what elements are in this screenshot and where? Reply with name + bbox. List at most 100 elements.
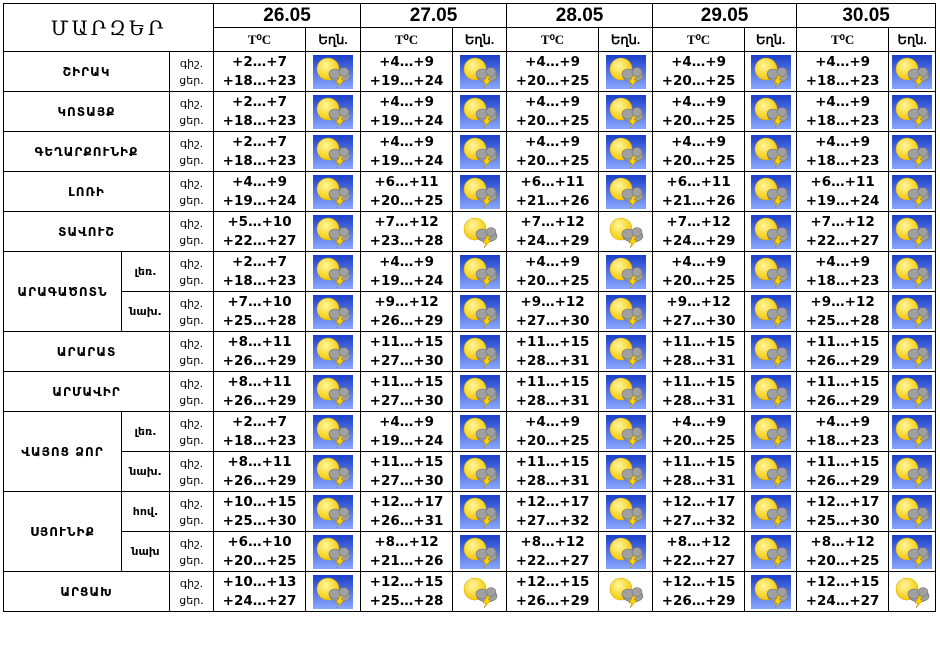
night-label: գիշ. xyxy=(179,56,204,70)
weather-icon-cell xyxy=(888,51,937,92)
night-temperature: +7…+12 xyxy=(374,213,439,230)
weather-icon-cell xyxy=(452,371,508,412)
temperature-cell: +2…+7 +18…+23 xyxy=(213,91,307,132)
weather-header: Եղն. xyxy=(598,27,654,52)
night-temperature: +2…+7 xyxy=(232,53,287,70)
night-temperature: +6…+11 xyxy=(666,173,731,190)
weather-icon-cell xyxy=(598,251,654,292)
temperature-cell: +8…+12 +21…+26 xyxy=(360,531,454,572)
night-temperature: +4…+9 xyxy=(379,133,434,150)
temperature-cell: +7…+12 +23…+28 xyxy=(360,211,454,252)
temperature-cell: +4…+9 +18…+23 xyxy=(796,51,890,92)
partly-cloudy-thunder-white-icon xyxy=(609,217,643,248)
day-night-label: գիշ. ցեր. xyxy=(168,451,215,492)
weather-icon-cell xyxy=(305,411,362,452)
night-temperature: +12…+15 xyxy=(515,573,590,590)
weather-icon-cell xyxy=(888,331,937,372)
table-row: ՍՅՈՒՆԻՔ հով. գիշ. ցեր. +10…+15 +25…+30 +12…+17… xyxy=(3,491,937,572)
thunderstorm-icon xyxy=(605,414,646,449)
day-temperature: +26…+29 xyxy=(369,312,444,329)
table-row: ՎԱՅՈՑ ՁՈՐ լեռ. գիշ. ցեր. +2…+7 +18…+23 +4…+9 +1… xyxy=(3,411,937,492)
night-temperature: +12…+15 xyxy=(369,573,444,590)
thunderstorm-icon xyxy=(605,294,646,329)
night-temperature: +4…+9 xyxy=(815,93,871,110)
temperature-cell: +8…+12 +22…+27 xyxy=(652,531,746,572)
partly-cloudy-thunder-icon xyxy=(313,374,354,409)
night-label: գիշ. xyxy=(179,456,204,470)
table-row: ԱՐՄԱՎԻՐ գիշ. ցեր. +8…+11 +26…+29 +11…+15 +27…+… xyxy=(3,371,937,412)
day-temperature: +18…+23 xyxy=(805,152,880,169)
weather-header: Եղն. xyxy=(744,27,798,52)
temperature-cell: +11…+15 +27…+30 xyxy=(360,371,454,412)
temperature-cell: +4…+9 +19…+24 xyxy=(360,91,454,132)
partly-cloudy-thunder-icon xyxy=(313,54,354,89)
temperature-cell: +6…+10 +20…+25 xyxy=(213,531,307,572)
day-label: ցեր. xyxy=(179,273,204,287)
partly-cloudy-thunder-icon xyxy=(892,254,933,289)
weather-icon-cell xyxy=(888,251,937,292)
weather-icon-cell xyxy=(305,371,362,412)
night-temperature: +4…+9 xyxy=(815,413,871,430)
day-temperature: +20…+25 xyxy=(661,112,736,129)
forecast-table: ՄԱՐԶԵՐ 26.05 27.05 28.05 29.05 30.05 T⁰C Եղն. T⁰… xyxy=(2,3,937,612)
night-temperature: +11…+15 xyxy=(515,333,590,350)
weather-icon-cell xyxy=(888,371,937,412)
partly-cloudy-thunder-icon xyxy=(313,454,354,489)
day-temperature: +26…+29 xyxy=(805,352,880,369)
partly-cloudy-thunder-icon xyxy=(892,174,933,209)
temperature-cell: +9…+12 +25…+28 xyxy=(796,291,890,332)
night-temperature: +11…+15 xyxy=(515,453,590,470)
day-temperature: +19…+24 xyxy=(369,432,444,449)
temperature-cell: +2…+7 +18…+23 xyxy=(213,51,307,92)
thunderstorm-icon xyxy=(605,454,646,489)
night-label: գիշ. xyxy=(179,136,204,150)
night-temperature: +8…+12 xyxy=(666,533,731,550)
thunderstorm-icon xyxy=(750,494,791,529)
temperature-cell: +9…+12 +27…+30 xyxy=(652,291,746,332)
night-temperature: +6…+11 xyxy=(810,173,875,190)
table-row: նախ. գիշ. ցեր. +8…+11 +26…+29 +11…+15 +27…+30 +… xyxy=(4,451,937,492)
night-temperature: +12…+17 xyxy=(805,493,880,510)
night-temperature: +8…+11 xyxy=(227,453,292,470)
temp-unit-header: T⁰C xyxy=(796,27,890,52)
region-name: ԱՐՄԱՎԻՐ xyxy=(3,371,170,412)
night-temperature: +9…+12 xyxy=(810,293,875,310)
day-temperature: +18…+23 xyxy=(222,152,297,169)
temperature-cell: +4…+9 +20…+25 xyxy=(506,251,600,292)
partly-cloudy-thunder-icon xyxy=(892,414,933,449)
table-row: ԿՈՏԱՅՔ գիշ. ցեր. +2…+7 +18…+23 +4…+9 +19…+24 +4… xyxy=(3,91,937,132)
day-temperature: +21…+26 xyxy=(515,192,590,209)
weather-icon-cell xyxy=(744,291,798,332)
temperature-cell: +4…+9 +19…+24 xyxy=(213,171,307,212)
night-temperature: +2…+7 xyxy=(232,253,287,270)
weather-icon-cell xyxy=(888,531,937,572)
night-label: գիշ. xyxy=(179,336,204,350)
partly-cloudy-thunder-icon xyxy=(313,214,354,249)
day-temperature: +19…+24 xyxy=(222,192,297,209)
day-temperature: +24…+29 xyxy=(515,232,590,249)
day-temperature: +18…+23 xyxy=(222,272,297,289)
night-temperature: +4…+9 xyxy=(815,133,871,150)
date-header: 26.05 xyxy=(213,3,362,28)
day-temperature: +18…+23 xyxy=(222,72,297,89)
weather-icon-cell xyxy=(305,51,362,92)
day-temperature: +20…+25 xyxy=(515,152,590,169)
night-temperature: +12…+17 xyxy=(661,493,736,510)
table-row: նախ. գիշ. ցեր. +7…+10 +25…+28 +9…+12 +26…+29 +9… xyxy=(4,291,937,332)
partly-cloudy-thunder-icon xyxy=(313,174,354,209)
temperature-cell: +11…+15 +27…+30 xyxy=(360,451,454,492)
temperature-cell: +12…+15 +25…+28 xyxy=(360,571,454,612)
night-temperature: +4…+9 xyxy=(525,133,580,150)
day-label: ցեր. xyxy=(179,353,204,367)
region-name: ԿՈՏԱՅՔ xyxy=(3,91,170,132)
night-temperature: +12…+17 xyxy=(369,493,444,510)
temperature-cell: +12…+15 +24…+27 xyxy=(796,571,890,612)
day-night-label: գիշ. ցեր. xyxy=(168,331,215,372)
date-header: 29.05 xyxy=(652,3,798,28)
night-temperature: +11…+15 xyxy=(661,333,736,350)
temperature-cell: +11…+15 +28…+31 xyxy=(506,451,600,492)
partly-cloudy-thunder-icon xyxy=(313,414,354,449)
night-temperature: +4…+9 xyxy=(379,53,434,70)
temperature-cell: +7…+12 +24…+29 xyxy=(506,211,600,252)
day-label: ցեր. xyxy=(179,153,204,167)
